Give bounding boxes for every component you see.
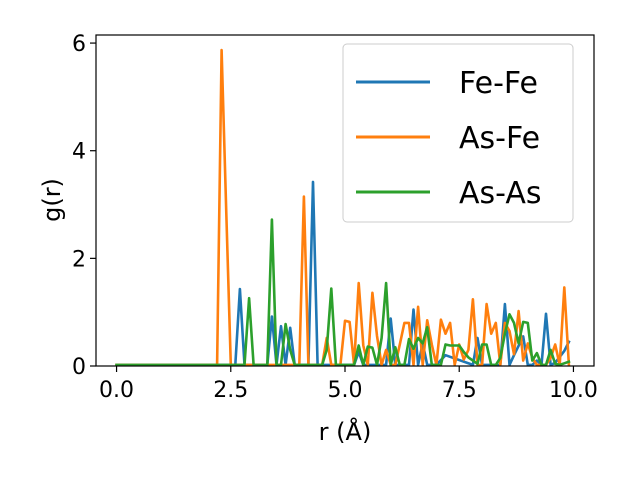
y-axis: 0 2 4 6 bbox=[72, 32, 96, 380]
y-tick-label: 6 bbox=[72, 32, 86, 57]
x-tick-label: 5.0 bbox=[328, 378, 363, 403]
x-tick-label: 10.0 bbox=[549, 378, 598, 403]
y-tick-label: 4 bbox=[72, 140, 86, 165]
x-tick-label: 2.5 bbox=[213, 378, 248, 403]
legend-label-1: As-Fe bbox=[459, 121, 540, 156]
legend-label-0: Fe-Fe bbox=[459, 66, 538, 101]
y-tick-label: 2 bbox=[72, 247, 86, 272]
series-line-2 bbox=[115, 218, 571, 367]
series-line-1 bbox=[115, 48, 571, 367]
y-tick-label: 0 bbox=[72, 355, 86, 380]
x-tick-label: 0.0 bbox=[99, 378, 134, 403]
legend: Fe-Fe As-Fe As-As bbox=[342, 43, 574, 223]
x-tick-label: 7.5 bbox=[442, 378, 477, 403]
x-axis-label: r (Å) bbox=[319, 417, 372, 446]
series-layer bbox=[115, 48, 571, 367]
x-axis: 0.0 2.5 5.0 7.5 10.0 bbox=[99, 366, 598, 403]
legend-box bbox=[342, 43, 574, 223]
y-axis-label: g(r) bbox=[38, 178, 66, 222]
legend-label-2: As-As bbox=[459, 176, 541, 211]
